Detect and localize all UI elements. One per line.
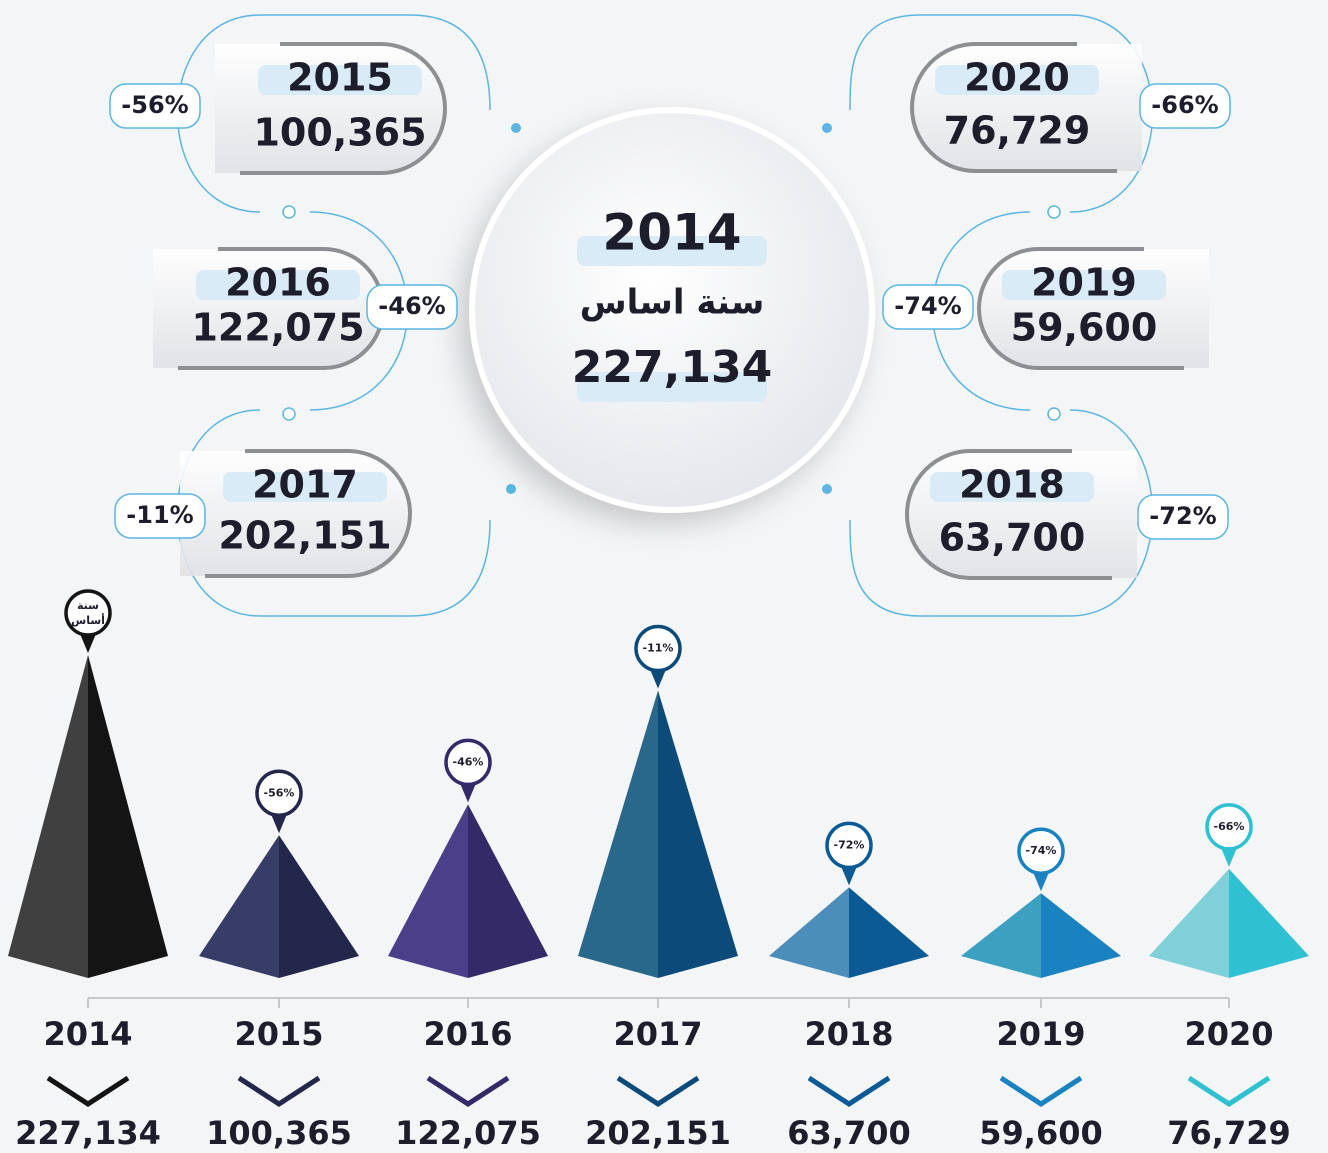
value-label: 59,600 (979, 1114, 1102, 1152)
pin-label: أساس (71, 613, 105, 627)
pin-label: -72% (834, 838, 865, 851)
pin-label: -46% (453, 755, 484, 768)
pyramid-left (1149, 868, 1229, 978)
pyramid (961, 893, 1121, 978)
chevron (426, 1075, 510, 1107)
change-label: -74% (894, 292, 961, 320)
pyramid (578, 690, 738, 978)
pyramid-right (1229, 868, 1309, 978)
card-edge (205, 449, 412, 578)
card-year: 2020 (964, 56, 1070, 100)
value-label: 76,729 (1167, 1114, 1290, 1152)
x-label: 2015 (234, 1015, 323, 1053)
card-value: 76,729 (944, 109, 1091, 153)
value-label: 63,700 (787, 1114, 910, 1152)
center-disc (469, 107, 875, 513)
chevron (1187, 1075, 1271, 1107)
pin-label: -56% (264, 786, 295, 799)
pyramid-right (88, 655, 168, 978)
card-year: 2016 (225, 261, 331, 305)
card-edge (240, 42, 447, 175)
pin-label: -74% (1026, 844, 1057, 857)
pyramid (1149, 868, 1309, 978)
change-label: -11% (126, 501, 193, 529)
chevron (237, 1075, 321, 1107)
chevron (999, 1075, 1083, 1107)
pyramid (199, 835, 359, 978)
pin-label: سنة (77, 599, 99, 612)
pyramid (8, 655, 168, 978)
x-label: 2018 (804, 1015, 893, 1053)
pyramid-left (578, 690, 658, 978)
change-badge (882, 284, 974, 330)
pyramid-right (279, 835, 359, 978)
pin-label: -66% (1214, 820, 1245, 833)
pyramid (388, 804, 548, 978)
pin (634, 624, 682, 673)
pin (825, 821, 873, 870)
change-badge (1137, 494, 1229, 540)
chevron (807, 1075, 891, 1107)
value-label: 202,151 (585, 1114, 731, 1152)
card-year: 2017 (252, 463, 358, 507)
pin (1205, 803, 1253, 851)
pin (255, 769, 303, 818)
x-label: 2017 (613, 1015, 702, 1053)
pyramid-left (769, 887, 849, 978)
x-label: 2014 (43, 1015, 132, 1053)
x-label: 2019 (996, 1015, 1085, 1053)
card-value: 59,600 (1011, 306, 1158, 350)
pyramid-right (658, 690, 738, 978)
base-label: سنة اساس (580, 283, 765, 323)
change-label: -72% (1149, 502, 1216, 530)
card-year: 2018 (959, 463, 1065, 507)
change-label: -56% (121, 91, 188, 119)
card-year: 2015 (287, 56, 393, 100)
pyramid-left (8, 655, 88, 978)
base-value: 227,134 (572, 342, 772, 393)
highlight (577, 372, 767, 402)
chevron (46, 1075, 130, 1107)
card-value: 202,151 (218, 514, 391, 558)
pin-label: -11% (643, 642, 674, 655)
pyramid-left (388, 804, 468, 978)
pyramid-right (468, 804, 548, 978)
highlight (1002, 270, 1166, 300)
value-label: 227,134 (15, 1114, 161, 1152)
change-badge (114, 493, 206, 539)
pin (444, 738, 492, 787)
card-value: 122,075 (191, 306, 364, 350)
base-year: 2014 (602, 204, 741, 262)
card-value: 100,365 (253, 111, 426, 155)
change-badge (366, 284, 458, 330)
pyramid-right (1041, 893, 1121, 978)
change-badge (1139, 83, 1231, 129)
pyramid (769, 887, 929, 978)
change-label: -66% (1151, 91, 1218, 119)
card-edge (977, 247, 1184, 370)
highlight (223, 472, 387, 502)
highlight (935, 65, 1099, 95)
pin (64, 589, 112, 637)
x-label: 2016 (423, 1015, 512, 1053)
card-value: 63,700 (939, 516, 1086, 560)
pyramid-right (849, 887, 929, 978)
card-edge (910, 42, 1117, 173)
pyramid-left (961, 893, 1041, 978)
highlight (258, 65, 422, 95)
change-badge (109, 83, 201, 129)
value-label: 100,365 (206, 1114, 352, 1152)
card-year: 2019 (1031, 261, 1137, 305)
highlight (196, 270, 360, 300)
chevron (616, 1075, 700, 1107)
highlight (930, 472, 1094, 502)
change-label: -46% (378, 292, 445, 320)
x-label: 2020 (1184, 1015, 1273, 1053)
value-label: 122,075 (395, 1114, 541, 1152)
card-edge (905, 449, 1112, 580)
pyramid-left (199, 835, 279, 978)
highlight (577, 236, 767, 266)
pin (1017, 827, 1065, 875)
